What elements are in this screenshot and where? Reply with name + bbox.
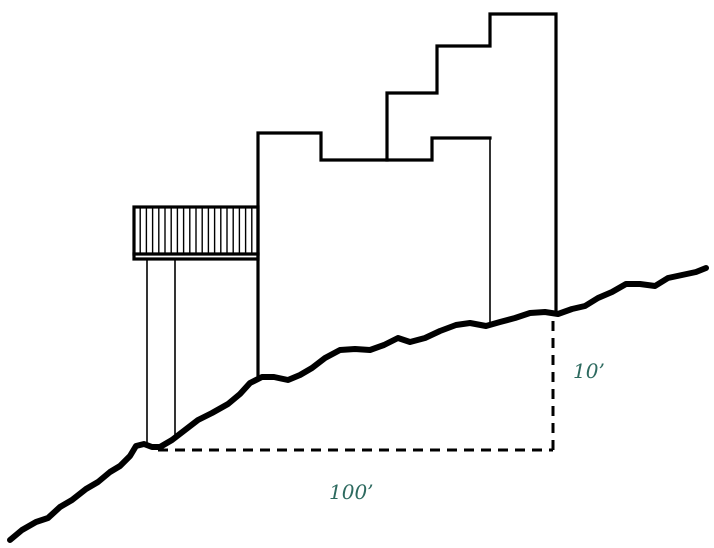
ground-slope-line xyxy=(7,265,709,543)
deck-railing xyxy=(132,205,260,261)
horizontal-run-label: 100’ xyxy=(329,480,374,504)
vertical-rise-label: 10’ xyxy=(573,359,605,383)
house-inner-step xyxy=(385,136,492,162)
house-outline xyxy=(256,12,558,379)
